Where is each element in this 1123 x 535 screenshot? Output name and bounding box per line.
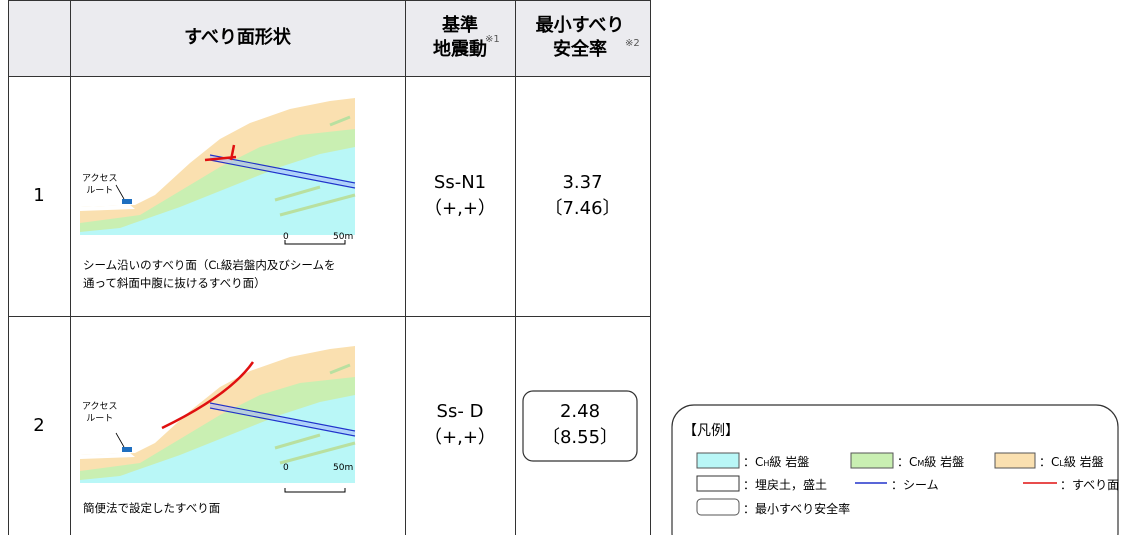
rule <box>8 316 650 317</box>
rule <box>405 0 406 535</box>
header-factor: 最小すべり 安全率 <box>515 14 645 62</box>
text: ：C <box>1039 455 1060 469</box>
text: Ss- D <box>436 401 484 422</box>
text: 級岩盤内及びシームを <box>220 258 336 272</box>
access-label: アクセス ルート <box>82 173 118 197</box>
motion: Ss-N1 （+,+） <box>405 170 515 222</box>
caption-line: 通って斜面中腹に抜けるすべり面） <box>83 276 266 290</box>
rule <box>515 0 516 535</box>
caption-line: 簡便法で設定したすべり面 <box>83 501 221 515</box>
text: 2.48 <box>559 401 601 422</box>
text: 級 岩盤 <box>1063 455 1104 469</box>
header-bg <box>8 0 650 76</box>
note: ※1 <box>485 34 500 45</box>
text: シーム沿いのすべり面（C <box>83 258 217 272</box>
header-text: 地震動 <box>433 39 487 60</box>
text: 級 岩盤 <box>924 455 965 469</box>
motion: Ss- D （+,+） <box>405 399 515 451</box>
text: ルート <box>86 414 114 424</box>
text: （+,+） <box>424 427 496 448</box>
legend-item: ：シーム <box>891 478 939 492</box>
text: アクセス <box>82 402 118 412</box>
scale: 50m <box>333 232 354 242</box>
row-no: 2 <box>33 415 45 436</box>
legend-item: ：CL級 岩盤 <box>1039 453 1104 470</box>
row-no: 1 <box>33 185 45 206</box>
text: ルート <box>86 186 114 196</box>
header-text: 基準 <box>442 15 478 36</box>
text: 級 岩盤 <box>769 455 810 469</box>
rule <box>70 0 71 535</box>
header-motion: 基準 地震動 <box>405 14 515 62</box>
text: Ss-N1 <box>433 172 487 193</box>
legend-item: ：CH級 岩盤 <box>743 453 809 470</box>
text: ：C <box>743 455 764 469</box>
factor: 3.37 〔7.46〕 <box>515 170 650 222</box>
note: ※2 <box>625 38 640 49</box>
caption: シーム沿いのすべり面（CL級岩盤内及びシームを 通って斜面中腹に抜けるすべり面） <box>83 257 336 291</box>
rule <box>8 76 650 77</box>
legend-item: ：CM級 岩盤 <box>897 453 964 470</box>
text: L <box>1059 459 1064 468</box>
text: 〔8.55〕 <box>541 427 619 448</box>
text: アクセス <box>82 174 118 184</box>
header-shape: すべり面形状 <box>184 27 291 48</box>
text: 3.37 <box>562 172 603 193</box>
legend-title: 【凡例】 <box>683 423 739 439</box>
header-text: 安全率 <box>553 39 607 60</box>
caption: 簡便法で設定したすべり面 <box>83 500 220 516</box>
caption-line: シーム沿いのすべり面（CL級岩盤内及びシームを <box>83 257 336 275</box>
scale: 50m <box>333 463 354 473</box>
header-text: 最小すべり <box>535 15 625 36</box>
legend-item: ：すべり面 <box>1060 478 1120 492</box>
rule <box>8 0 9 535</box>
factor: 2.48 〔8.55〕 <box>515 399 645 451</box>
access-label: アクセス ルート <box>82 401 118 425</box>
scale: 0 <box>283 232 289 242</box>
legend-item: ：埋戻土，盛土 <box>743 478 828 492</box>
rule <box>650 0 651 535</box>
text: M <box>917 459 925 468</box>
text: H <box>763 459 770 468</box>
text: 〔7.46〕 <box>544 198 621 219</box>
legend-item: ：最小すべり安全率 <box>743 502 851 516</box>
text: （+,+） <box>424 198 496 219</box>
text: L <box>216 262 221 271</box>
scale: 0 <box>283 463 289 473</box>
text: ：C <box>897 455 918 469</box>
rule <box>8 0 650 1</box>
